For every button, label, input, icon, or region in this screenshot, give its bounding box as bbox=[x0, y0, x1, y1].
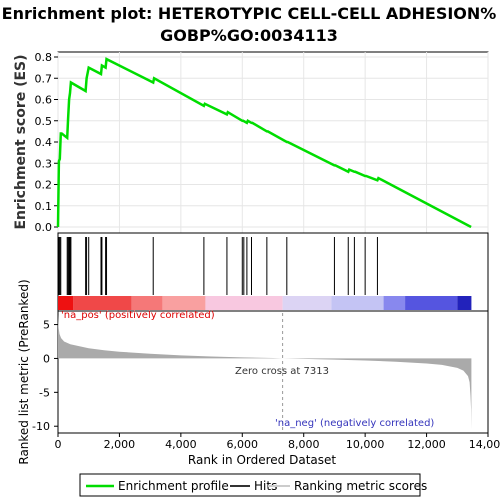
es-y-tick-label: 0.1 bbox=[35, 200, 53, 213]
es-y-tick-label: 0.4 bbox=[35, 136, 53, 149]
positive-correlated-label: 'na_pos' (positively correlated) bbox=[61, 310, 215, 321]
x-tick-label: 8,000 bbox=[288, 438, 320, 451]
heatbar-segment bbox=[383, 296, 406, 310]
es-y-ticks: 0.0 0.1 0.2 0.3 0.4 0.5 0.6 0.7 0.8 bbox=[35, 51, 58, 234]
es-y-tick-label: 0.3 bbox=[35, 157, 53, 170]
enrichment-profile-line bbox=[56, 57, 472, 229]
heatbar-segment bbox=[282, 296, 332, 310]
legend-hits-label: Hits bbox=[254, 479, 277, 493]
legend: Enrichment profile Hits Ranking metric s… bbox=[79, 473, 427, 497]
heatbar-segment bbox=[131, 296, 163, 310]
metric-y-tick-label: -10 bbox=[32, 420, 50, 433]
heatbar-segment bbox=[405, 296, 458, 310]
legend-metric-label: Ranking metric scores bbox=[294, 479, 427, 493]
hit-markers bbox=[58, 237, 378, 295]
es-y-axis-label: Enrichment score (ES) bbox=[13, 54, 29, 229]
x-tick-label: 12,000 bbox=[407, 438, 446, 451]
es-y-tick-label: 0.7 bbox=[35, 72, 53, 85]
zero-cross-label: Zero cross at 7313 bbox=[235, 366, 329, 377]
legend-enrichment-label: Enrichment profile bbox=[118, 479, 229, 493]
x-tick-label: 6,000 bbox=[227, 438, 259, 451]
chart-title-line1: Enrichment plot: HETEROTYPIC CELL-CELL A… bbox=[2, 4, 497, 23]
metric-y-tick-label: 0 bbox=[43, 352, 50, 365]
es-y-tick-label: 0.0 bbox=[35, 221, 53, 234]
x-tick-label: 4,000 bbox=[165, 438, 197, 451]
x-tick-label: 10,000 bbox=[346, 438, 385, 451]
heatbar-segment bbox=[457, 296, 472, 310]
es-y-tick-label: 0.2 bbox=[35, 179, 53, 192]
x-tick-label: 0 bbox=[55, 438, 62, 451]
es-gridlines bbox=[57, 52, 489, 233]
heatbar-segment bbox=[331, 296, 384, 310]
metric-y-tick-label: 5 bbox=[43, 319, 50, 332]
es-y-tick-label: 0.5 bbox=[35, 115, 53, 128]
es-y-tick-label: 0.6 bbox=[35, 94, 53, 107]
x-axis-ticks: 0 2,000 4,000 6,000 8,000 10,000 12,000 14,000 bbox=[55, 433, 500, 451]
metric-panel-frame bbox=[57, 310, 489, 434]
metric-y-ticks: 5 0 -5 -10 bbox=[32, 319, 58, 433]
x-axis-label: Rank in Ordered Dataset bbox=[188, 453, 336, 467]
heatbar-segment bbox=[73, 296, 132, 310]
x-tick-label: 14,000 bbox=[469, 438, 500, 451]
x-tick-label: 2,000 bbox=[104, 438, 136, 451]
hits-panel bbox=[57, 232, 489, 312]
metric-y-tick-label: -5 bbox=[39, 386, 50, 399]
es-y-tick-label: 0.8 bbox=[35, 51, 53, 64]
negative-correlated-label: 'na_neg' (negatively correlated) bbox=[275, 418, 434, 429]
chart-title-line2: GOBP%GO:0034113 bbox=[160, 26, 338, 45]
es-panel: 0.0 0.1 0.2 0.3 0.4 0.5 0.6 0.7 0.8 Enrichment s… bbox=[13, 51, 489, 234]
metric-panel: 5 0 -5 -10 'na_pos' (positively correlated)… bbox=[17, 279, 489, 465]
heatbar-segment bbox=[205, 296, 283, 310]
heatbar-segment bbox=[58, 296, 74, 310]
ranking-heatbar bbox=[58, 296, 472, 310]
heatbar-segment bbox=[162, 296, 206, 310]
metric-y-axis-label: Ranked list metric (PreRanked) bbox=[17, 279, 31, 464]
